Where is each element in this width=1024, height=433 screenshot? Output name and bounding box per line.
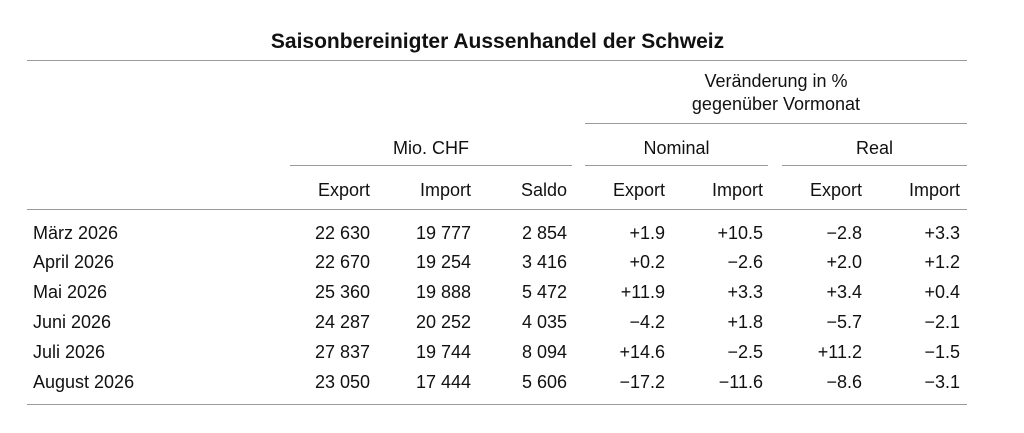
table-cell-import-chf: 19 777 [415, 223, 471, 243]
change-header-rule [585, 123, 967, 124]
column-header-import-real: Import [908, 180, 960, 200]
table-cell-export-nominal: −4.2 [629, 312, 665, 332]
table-cell-import-nominal: +1.8 [727, 312, 763, 332]
mio-chf-header: Mio. CHF [393, 138, 469, 158]
column-header-export-real: Export [809, 180, 862, 200]
change-header-line2: gegenüber Vormonat [691, 94, 861, 114]
row-month-label: Mai 2026 [33, 282, 108, 302]
header-bottom-rule [27, 209, 967, 210]
column-header-import-nominal: Import [711, 180, 763, 200]
row-month-label: Juli 2026 [33, 342, 106, 362]
row-month-label: März 2026 [33, 223, 119, 243]
table-cell-saldo-chf: 2 854 [521, 223, 567, 243]
column-header-export-chf: Export [317, 180, 370, 200]
table-cell-export-chf: 24 287 [314, 312, 370, 332]
table-cell-export-nominal: −17.2 [619, 372, 665, 392]
table-cell-import-real: −2.1 [924, 312, 960, 332]
table-cell-export-chf: 25 360 [314, 282, 370, 302]
table-cell-export-nominal: +0.2 [629, 252, 665, 272]
table-cell-import-chf: 19 744 [415, 342, 471, 362]
table-title: Saisonbereinigter Aussenhandel der Schwe… [270, 30, 725, 53]
table-cell-export-real: +3.4 [826, 282, 862, 302]
column-header-import-chf: Import [419, 180, 471, 200]
table-cell-import-nominal: −11.6 [718, 372, 763, 392]
table-cell-export-nominal: +14.6 [619, 342, 665, 362]
table-cell-import-chf: 19 254 [415, 252, 471, 272]
table-cell-export-nominal: +11.9 [620, 282, 665, 302]
table-cell-import-nominal: +3.3 [727, 282, 763, 302]
nominal-header: Nominal [643, 138, 710, 158]
table-cell-saldo-chf: 5 606 [521, 372, 567, 392]
table-cell-saldo-chf: 5 472 [521, 282, 567, 302]
table-cell-import-real: −1.5 [924, 342, 960, 362]
table-cell-import-real: +1.2 [924, 252, 960, 272]
table-cell-import-chf: 17 444 [415, 372, 471, 392]
table-cell-export-chf: 23 050 [314, 372, 370, 392]
table-cell-saldo-chf: 4 035 [521, 312, 567, 332]
real-header: Real [855, 138, 894, 158]
table-cell-export-nominal: +1.9 [629, 223, 665, 243]
bottom-rule [27, 404, 967, 405]
mio-chf-rule [290, 165, 572, 166]
table-cell-import-chf: 19 888 [415, 282, 471, 302]
table-cell-export-chf: 22 670 [314, 252, 370, 272]
row-month-label: April 2026 [33, 252, 115, 272]
table-cell-import-real: +3.3 [924, 223, 960, 243]
table-cell-import-nominal: +10.5 [717, 223, 763, 243]
table-cell-export-real: +2.0 [826, 252, 862, 272]
table-cell-export-real: −5.7 [826, 312, 862, 332]
change-header-line1: Veränderung in % [704, 71, 848, 91]
table-cell-export-real: −2.8 [826, 223, 862, 243]
table-cell-import-real: −3.1 [924, 372, 960, 392]
column-header-export-nominal: Export [612, 180, 665, 200]
table-cell-import-chf: 20 252 [415, 312, 471, 332]
row-month-label: August 2026 [33, 372, 135, 392]
table-cell-export-real: +11.2 [817, 342, 862, 362]
top-rule [27, 60, 967, 61]
column-header-saldo-chf: Saldo [520, 180, 567, 200]
table-cell-import-real: +0.4 [924, 282, 960, 302]
table-cell-saldo-chf: 3 416 [521, 252, 567, 272]
row-month-label: Juni 2026 [33, 312, 112, 332]
nominal-rule [585, 165, 768, 166]
table-cell-export-chf: 27 837 [314, 342, 370, 362]
table-cell-import-nominal: −2.6 [727, 252, 763, 272]
table-cell-export-real: −8.6 [826, 372, 862, 392]
table-cell-export-chf: 22 630 [314, 223, 370, 243]
real-rule [782, 165, 967, 166]
table-cell-import-nominal: −2.5 [727, 342, 763, 362]
table-cell-saldo-chf: 8 094 [521, 342, 567, 362]
